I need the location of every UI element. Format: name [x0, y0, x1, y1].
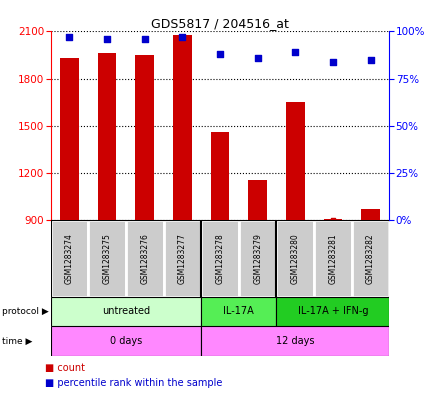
Text: untreated: untreated: [102, 307, 150, 316]
Point: [179, 217, 186, 223]
Point: [367, 57, 374, 63]
Text: GSM1283277: GSM1283277: [178, 233, 187, 284]
Bar: [60, 58, 79, 220]
FancyBboxPatch shape: [126, 220, 164, 297]
Text: GSM1283274: GSM1283274: [65, 233, 74, 284]
Point: [66, 34, 73, 40]
FancyBboxPatch shape: [51, 326, 201, 356]
Text: GSM1283280: GSM1283280: [291, 233, 300, 284]
FancyBboxPatch shape: [314, 220, 352, 297]
FancyBboxPatch shape: [164, 220, 201, 297]
Text: GSM1283275: GSM1283275: [103, 233, 112, 284]
Text: time ▶: time ▶: [2, 336, 33, 345]
Point: [179, 34, 186, 40]
Bar: [98, 53, 117, 220]
FancyBboxPatch shape: [88, 220, 126, 297]
Point: [254, 55, 261, 61]
Bar: [136, 55, 154, 220]
FancyBboxPatch shape: [51, 297, 201, 326]
Point: [330, 217, 337, 223]
Point: [141, 217, 148, 223]
FancyBboxPatch shape: [352, 220, 389, 297]
Text: GSM1283278: GSM1283278: [216, 233, 224, 284]
Point: [216, 217, 224, 223]
Text: protocol ▶: protocol ▶: [2, 307, 49, 316]
Point: [103, 36, 110, 42]
Point: [330, 59, 337, 65]
Text: 12 days: 12 days: [276, 336, 315, 346]
Point: [66, 217, 73, 223]
Bar: [361, 209, 380, 220]
Text: GSM1283279: GSM1283279: [253, 233, 262, 284]
Bar: [173, 35, 192, 220]
Bar: [248, 180, 267, 220]
Text: IL-17A: IL-17A: [224, 307, 254, 316]
Bar: [211, 132, 229, 220]
Point: [141, 36, 148, 42]
Text: GSM1283281: GSM1283281: [328, 233, 337, 284]
Point: [254, 217, 261, 223]
FancyBboxPatch shape: [276, 297, 389, 326]
Bar: [286, 102, 305, 220]
FancyBboxPatch shape: [276, 220, 314, 297]
Point: [292, 49, 299, 55]
FancyBboxPatch shape: [51, 220, 88, 297]
Text: ■ percentile rank within the sample: ■ percentile rank within the sample: [45, 378, 223, 388]
Point: [292, 217, 299, 223]
Point: [216, 51, 224, 57]
FancyBboxPatch shape: [201, 326, 389, 356]
FancyBboxPatch shape: [201, 220, 239, 297]
Bar: [323, 219, 342, 220]
Text: GSM1283282: GSM1283282: [366, 233, 375, 284]
Point: [103, 217, 110, 223]
Point: [367, 217, 374, 223]
Text: GSM1283276: GSM1283276: [140, 233, 149, 284]
Title: GDS5817 / 204516_at: GDS5817 / 204516_at: [151, 17, 289, 30]
FancyBboxPatch shape: [201, 297, 276, 326]
Text: 0 days: 0 days: [110, 336, 142, 346]
Text: ■ count: ■ count: [45, 363, 85, 373]
Text: IL-17A + IFN-g: IL-17A + IFN-g: [298, 307, 368, 316]
FancyBboxPatch shape: [239, 220, 276, 297]
